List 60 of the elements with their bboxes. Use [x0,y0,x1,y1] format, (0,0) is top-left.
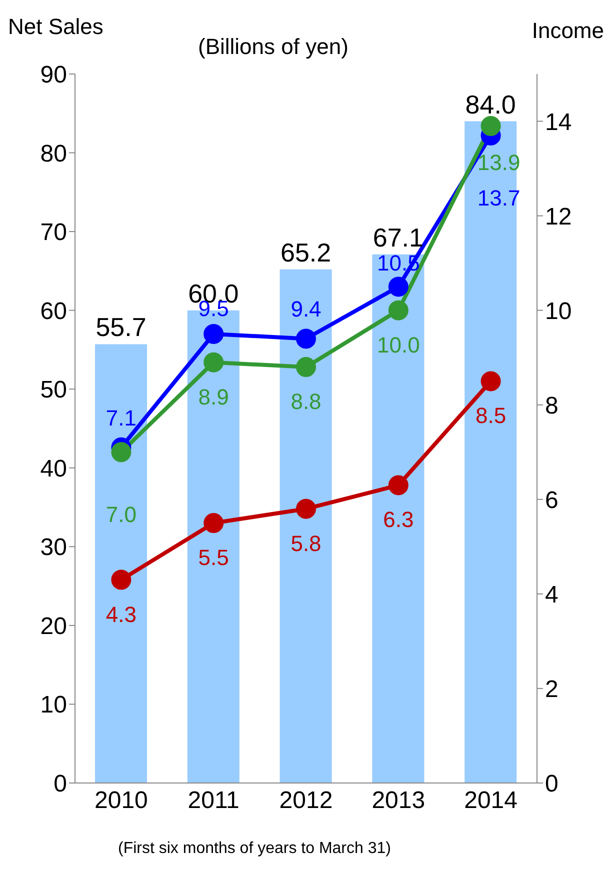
y2-tick-label: 2 [545,676,558,703]
y2-tick-label: 0 [545,770,558,798]
y-tick-label: 50 [40,376,67,404]
chart-title: (Billions of yen) [198,34,348,60]
point [296,498,316,519]
x-tick-label: 2013 [372,787,426,814]
point [204,324,224,344]
point [111,570,132,590]
y2-tick-label: 8 [545,392,558,420]
data-label: 5.5 [198,545,229,570]
y2-tick-label: 10 [545,298,572,325]
point [388,276,408,297]
data-label: 8.8 [290,389,322,414]
x-tick-label: 2011 [188,787,240,814]
point [204,513,224,534]
data-label: 13.9 [477,150,520,175]
y-tick-label: 90 [40,62,67,89]
data-label: 55.7 [96,312,146,342]
data-label: 7.1 [106,405,136,430]
point [388,475,408,496]
y2-tick-label: 4 [545,581,558,608]
y-tick-label: 40 [40,455,67,482]
data-label: 65.2 [280,237,332,268]
y2-tick-label: 6 [545,486,558,514]
data-label: 13.7 [477,185,520,210]
y-tick-label: 80 [40,140,67,168]
data-label: 9.4 [290,296,322,322]
data-label: 6.3 [383,507,414,532]
data-label: 84.0 [465,89,516,120]
y-tick-label: 20 [40,612,67,640]
y2-tick-label: 14 [545,108,572,136]
y2-axis-title: Income [532,18,604,44]
x-tick-label: 2010 [94,787,148,814]
data-label: 8.9 [198,384,229,410]
point [296,328,316,349]
data-label: 8.5 [476,403,506,428]
x-tick-label: 2012 [279,787,333,814]
text: (First six months of years to March 31) [118,840,391,858]
data-label: 7.0 [106,502,136,528]
point [296,357,316,378]
bar [95,344,147,783]
y-tick-label: 30 [40,534,67,562]
point [388,300,408,320]
bar [372,254,424,783]
y-tick-label: 0 [54,770,67,798]
point [480,371,501,392]
point [480,116,501,136]
y2-tick-label: 12 [545,203,572,230]
y-tick-label: 70 [40,219,67,246]
x-tick-label: 2014 [464,787,518,814]
point [111,442,132,462]
y-axis-title: Net Sales [8,14,104,40]
bar [280,269,332,783]
data-label: 67.1 [372,222,424,252]
point [204,352,224,372]
data-label: 4.3 [106,602,136,627]
y-tick-label: 10 [40,692,67,719]
data-label: 5.8 [290,530,322,556]
y-tick-label: 60 [40,298,67,325]
data-label: 10.0 [376,332,420,358]
